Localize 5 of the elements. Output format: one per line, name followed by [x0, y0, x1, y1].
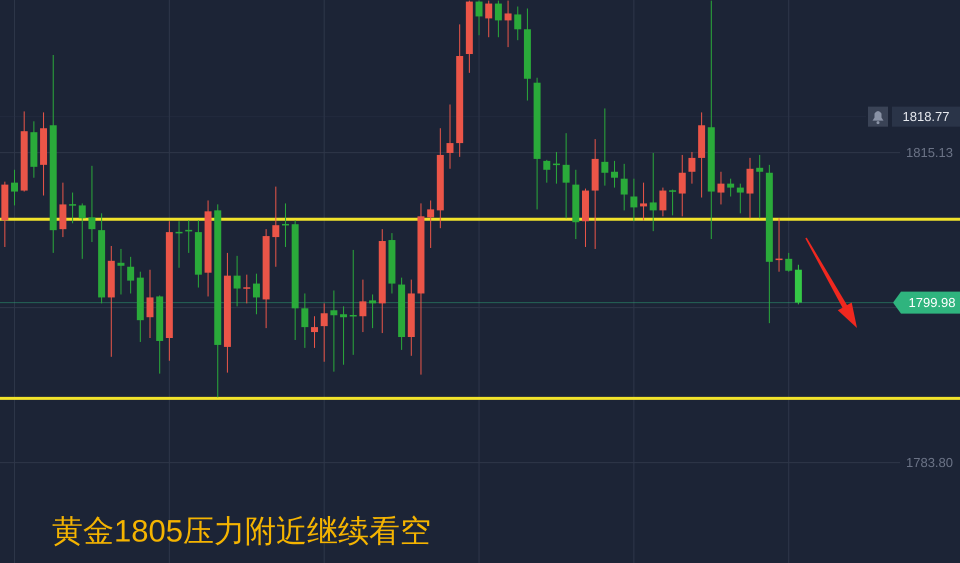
text: 黄金1805压力附近继续看空 [52, 514, 431, 548]
ref-line-label: 1799.98 [908, 295, 956, 310]
y-tick-label: 1815.13 [906, 145, 953, 160]
y-tick-label: 1783.80 [906, 455, 953, 470]
ref-line-label: 1818.77 [902, 109, 950, 124]
